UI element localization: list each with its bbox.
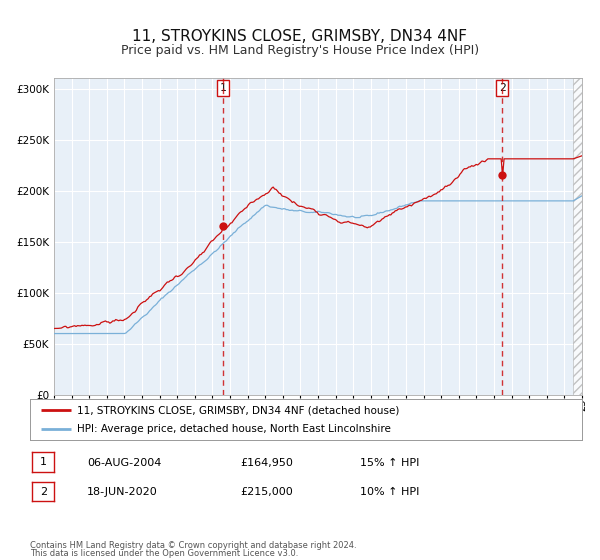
Bar (573, 78, 582, 395)
Text: 11, STROYKINS CLOSE, GRIMSBY, DN34 4NF (detached house): 11, STROYKINS CLOSE, GRIMSBY, DN34 4NF (… (77, 405, 399, 415)
Text: 11, STROYKINS CLOSE, GRIMSBY, DN34 4NF: 11, STROYKINS CLOSE, GRIMSBY, DN34 4NF (133, 29, 467, 44)
Text: 2: 2 (40, 487, 47, 497)
Text: 2: 2 (499, 83, 505, 93)
Text: £215,000: £215,000 (240, 487, 293, 497)
Text: 06-AUG-2004: 06-AUG-2004 (87, 458, 161, 468)
Text: 10% ↑ HPI: 10% ↑ HPI (360, 487, 419, 497)
Text: 1: 1 (40, 457, 47, 467)
Text: HPI: Average price, detached house, North East Lincolnshire: HPI: Average price, detached house, Nort… (77, 424, 391, 433)
Text: This data is licensed under the Open Government Licence v3.0.: This data is licensed under the Open Gov… (30, 549, 298, 558)
Text: £164,950: £164,950 (240, 458, 293, 468)
Text: 18-JUN-2020: 18-JUN-2020 (87, 487, 158, 497)
Text: 1: 1 (220, 83, 226, 93)
Text: Contains HM Land Registry data © Crown copyright and database right 2024.: Contains HM Land Registry data © Crown c… (30, 541, 356, 550)
Text: 15% ↑ HPI: 15% ↑ HPI (360, 458, 419, 468)
Text: Price paid vs. HM Land Registry's House Price Index (HPI): Price paid vs. HM Land Registry's House … (121, 44, 479, 57)
